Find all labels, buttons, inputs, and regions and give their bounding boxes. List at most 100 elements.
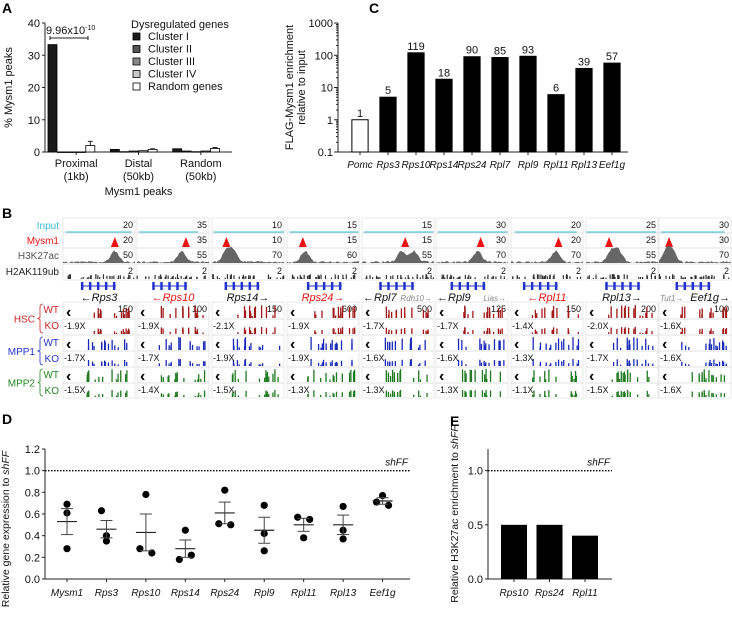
track-scale: 55 (646, 250, 656, 260)
data-label: 39 (578, 56, 590, 68)
data-point (294, 513, 302, 521)
x-tick-label: Rps14 (171, 588, 200, 599)
track-scale: 30 (719, 220, 729, 230)
exon (458, 282, 462, 290)
data-point (339, 502, 347, 511)
tss-arrow-icon: ‹ (215, 304, 220, 321)
y-axis-label: Relative gene expression to shFF (0, 450, 12, 607)
y-tick-label: 1000 (309, 18, 333, 30)
x-tick-label: Random (180, 158, 222, 170)
track-scale: 55 (197, 250, 207, 260)
y-tick-label: 0.5 (468, 520, 483, 532)
exon (554, 282, 558, 290)
tss-arrow-icon: ‹ (514, 336, 519, 353)
fold-change: -1.9X (64, 321, 86, 331)
data-label: 5 (385, 85, 391, 97)
wt-label: WT (43, 338, 59, 349)
mysm1-peak (554, 237, 563, 247)
fold-change: -1.5X (587, 385, 609, 395)
bar-cluster-i (172, 148, 183, 153)
track-cell (361, 263, 435, 281)
exon (546, 282, 550, 290)
y-tick-label: 0.4 (25, 531, 40, 543)
tss-arrow-icon: ‹ (514, 368, 519, 385)
exon (675, 282, 679, 290)
track-cell (136, 382, 210, 399)
hsc-scale: 100 (714, 304, 729, 314)
p-value-exponent: -10 (85, 25, 95, 32)
h3k27ac-signal (586, 247, 658, 263)
panel-label-c: C (369, 0, 379, 16)
fold-change: -1.9X (138, 321, 160, 331)
data-label: 18 (438, 67, 450, 79)
y-tick-label: 0 (34, 147, 40, 159)
x-tick-label: Rpl11 (291, 588, 316, 599)
track-scale: 30 (496, 220, 506, 230)
track-label-h2ak119ub: H2AK119ub (6, 267, 60, 278)
track-label-input: Input (37, 221, 59, 232)
data-point (142, 490, 150, 499)
h3k27ac-signal (659, 245, 731, 263)
tss-arrow-icon: ‹ (439, 304, 444, 321)
data-label: 6 (553, 83, 559, 95)
track-scale: 20 (571, 220, 581, 230)
y-tick-label: 10 (28, 115, 40, 127)
panel-c-chart: 0.1 1 10 100 1000 1 Pomc 5 Rps3 119 Rps10 18 Rps14 90… (284, 18, 628, 171)
fold-change: -1.6X (363, 353, 385, 363)
track-scale: 2 (202, 266, 207, 276)
track-scale: 15 (347, 235, 357, 245)
tss-arrow-icon: ‹ (290, 336, 295, 353)
panel-label-d: D (2, 411, 12, 427)
track-scale: 35 (197, 235, 207, 245)
y-axis-label: relative to input (296, 50, 308, 125)
exon (466, 282, 470, 290)
tss-arrow-icon: ‹ (66, 368, 71, 385)
x-tick-label: (50kb) (185, 171, 216, 183)
y-tick-label: 100 (315, 50, 333, 62)
h3k27ac-signal (212, 246, 284, 263)
x-tick-label: Rpl11 (543, 160, 568, 171)
h3k27ac-signal (436, 250, 508, 263)
track-cell (658, 334, 732, 352)
data-point (300, 534, 308, 542)
fold-change: -2.1X (213, 321, 235, 331)
fold-change: -1.7X (363, 321, 385, 331)
bar-cluster-ii (119, 151, 130, 153)
exon (160, 282, 163, 290)
fold-change: -1.4X (512, 321, 534, 331)
bar-random-genes (210, 148, 220, 153)
track-scale: 70 (272, 250, 282, 260)
neighbor-gene-name: Rdh10→ (400, 294, 432, 303)
bar-rpl13 (575, 67, 593, 153)
data-label: 93 (522, 44, 534, 56)
exon (322, 282, 326, 290)
track-cell (286, 263, 360, 281)
y-tick-label: 30 (28, 50, 40, 62)
data-point (221, 486, 229, 494)
tss-arrow-icon: ‹ (662, 304, 667, 321)
panel-b-tracks: Input Mysm1 H3K27ac H2AK119ub HSC WT KO MPP1 WT K… (6, 217, 732, 399)
mysm1-peak (605, 237, 614, 247)
reference-label: shFF (385, 458, 409, 469)
bar-cluster-i (109, 149, 120, 153)
track-scale: 20 (123, 220, 133, 230)
y-axis-label-italic: shFF (449, 425, 461, 450)
hsc-scale: 150 (566, 304, 581, 314)
track-scale: 2 (277, 266, 282, 276)
mysm1-peak (222, 237, 231, 247)
neighbor-gene-name: Tut1→ (660, 294, 683, 303)
exon (482, 282, 486, 290)
exon (176, 282, 179, 290)
bar-random-genes (85, 145, 96, 153)
track-scale: 2 (352, 266, 357, 276)
x-tick-label: Rpl7 (490, 160, 511, 171)
data-point (306, 515, 314, 524)
track-cell (435, 334, 509, 352)
legend-item: Random genes (148, 81, 223, 93)
bar-cluster-iii (66, 151, 77, 153)
